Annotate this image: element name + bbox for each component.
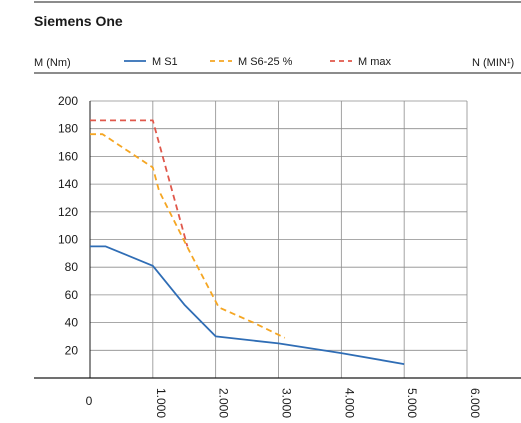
y-tick-label: 40 bbox=[65, 316, 79, 330]
x-tick-label: 3.000 bbox=[280, 388, 294, 418]
x-tick-label: 6.000 bbox=[468, 388, 482, 418]
y-axis-label: M (Nm) bbox=[34, 57, 71, 69]
y-tick-label: 80 bbox=[65, 260, 79, 274]
legend: M S1 M S6-25 % M max bbox=[124, 56, 392, 68]
y-tick-label: 100 bbox=[58, 233, 78, 247]
legend-label: M max bbox=[358, 56, 392, 68]
y-tick-label: 120 bbox=[58, 205, 78, 219]
y-tick-label: 60 bbox=[65, 288, 79, 302]
series-line-3 bbox=[90, 119, 189, 247]
y-tick-label: 20 bbox=[65, 343, 79, 357]
y-tick-label: 160 bbox=[58, 149, 78, 163]
legend-label: M S6-25 % bbox=[238, 56, 293, 68]
series-line-2 bbox=[90, 133, 286, 339]
y-tick-label: 140 bbox=[58, 177, 78, 191]
grid bbox=[89, 100, 468, 378]
legend-label: M S1 bbox=[152, 56, 178, 68]
series-group bbox=[90, 119, 405, 365]
series-line-1 bbox=[90, 245, 405, 365]
x-axis-label: N (MIN¹) bbox=[472, 57, 514, 69]
x-tick-label: 2.000 bbox=[217, 388, 231, 418]
x-tick-label: 5.000 bbox=[405, 388, 419, 418]
x-tick-label: 4.000 bbox=[342, 388, 356, 418]
tick-labels: 20 40 60 80 100 120 140 160 180 200 0 1.000 2.000 3.0… bbox=[58, 94, 482, 418]
x-tick-label: 1.000 bbox=[154, 388, 168, 418]
y-tick-label: 200 bbox=[58, 94, 78, 108]
x-tick-label: 0 bbox=[86, 394, 93, 408]
y-tick-label: 180 bbox=[58, 122, 78, 136]
chart-title: Siemens One bbox=[34, 13, 123, 29]
